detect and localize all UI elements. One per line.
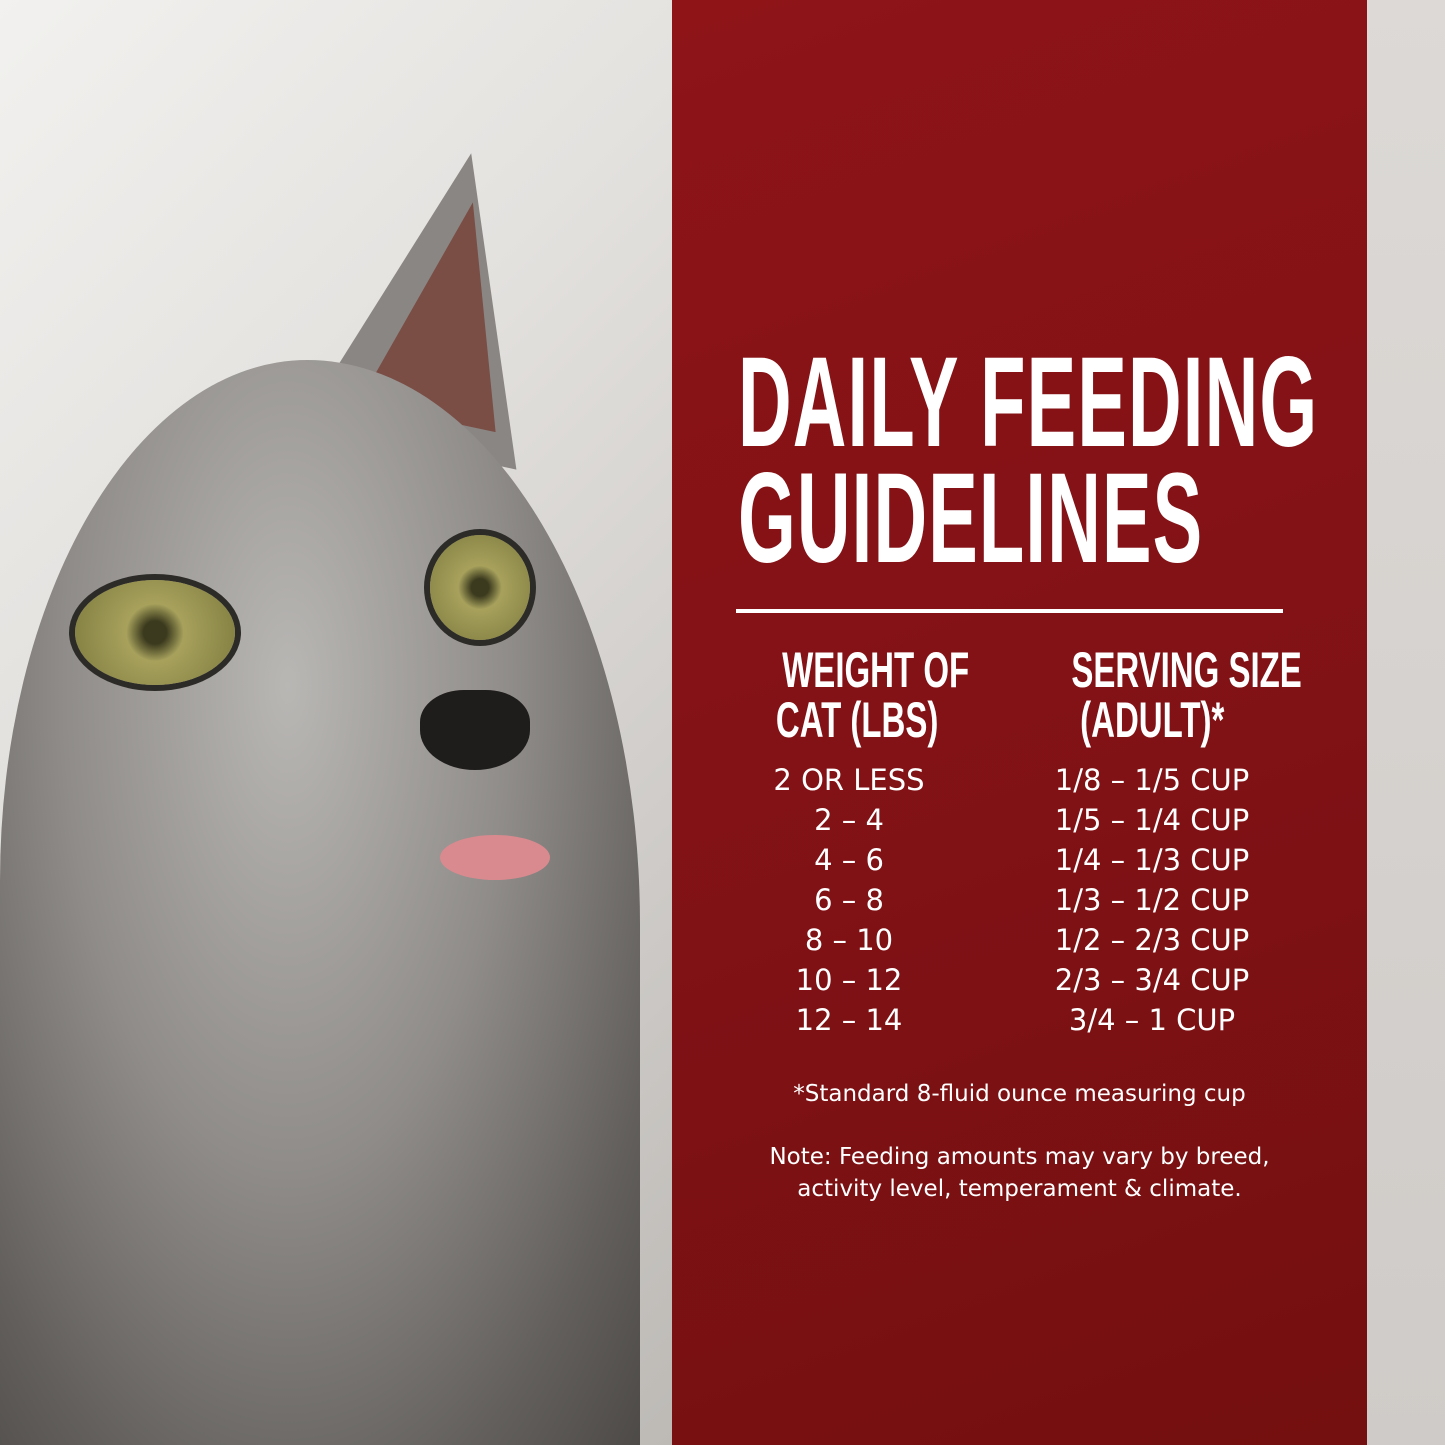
title-line: DAILY FEEDING (738, 331, 1319, 474)
serving-cell: 3/4 – 1 CUP (1068, 1003, 1236, 1037)
note-line: Note: Feeding amounts may vary by breed, (769, 1144, 1270, 1170)
background-strip (1367, 0, 1445, 1445)
serving-cell: 1/4 – 1/3 CUP (1054, 843, 1250, 877)
weight-cell: 4 – 6 (814, 843, 884, 877)
serving-cell: 1/8 – 1/5 CUP (1054, 763, 1250, 797)
cat-eye-left (75, 580, 235, 685)
note-line: activity level, temperament & climate. (797, 1176, 1242, 1202)
weight-header-line: WEIGHT OF (782, 642, 970, 698)
weight-header-line: CAT (LBS) (775, 692, 939, 748)
cat-tongue (440, 835, 550, 880)
cat-photo (0, 0, 672, 1445)
footnote: *Standard 8-fluid ounce measuring cup (793, 1081, 1246, 1107)
weight-cell: 2 – 4 (814, 803, 884, 837)
serving-column: SERVING SIZE (ADULT)* 1/8 – 1/5 CUP 1/5 –… (1012, 645, 1302, 1040)
weight-column: WEIGHT OF CAT (LBS) 2 OR LESS 2 – 4 4 – 6 6… (734, 645, 969, 1040)
weight-cell: 2 OR LESS (773, 763, 925, 797)
serving-header-line: SERVING SIZE (1071, 642, 1302, 698)
cat-head-body (0, 360, 640, 1445)
serving-cell: 1/3 – 1/2 CUP (1054, 883, 1250, 917)
divider (736, 609, 1283, 613)
serving-rows: 1/8 – 1/5 CUP 1/5 – 1/4 CUP 1/4 – 1/3 CUP 1… (1012, 760, 1292, 1040)
note: Note: Feeding amounts may vary by breed,… (672, 1141, 1367, 1205)
cat-nose (420, 690, 530, 770)
cat-eye-right (430, 535, 530, 640)
serving-cell: 1/5 – 1/4 CUP (1054, 803, 1250, 837)
feeding-guidelines-panel: DAILY FEEDING GUIDELINES WEIGHT OF CAT (… (672, 0, 1367, 1445)
serving-cell: 2/3 – 3/4 CUP (1054, 963, 1250, 997)
weight-cell: 12 – 14 (795, 1003, 903, 1037)
weight-cell: 6 – 8 (814, 883, 884, 917)
weight-cell: 10 – 12 (795, 963, 903, 997)
title: DAILY FEEDING GUIDELINES (738, 331, 1319, 590)
weight-rows: 2 OR LESS 2 – 4 4 – 6 6 – 8 8 – 10 10 – 12 12 … (734, 760, 964, 1040)
serving-header-line: (ADULT)* (1079, 692, 1225, 748)
title-line: GUIDELINES (738, 447, 1204, 590)
serving-cell: 1/2 – 2/3 CUP (1054, 923, 1250, 957)
weight-cell: 8 – 10 (804, 923, 894, 957)
